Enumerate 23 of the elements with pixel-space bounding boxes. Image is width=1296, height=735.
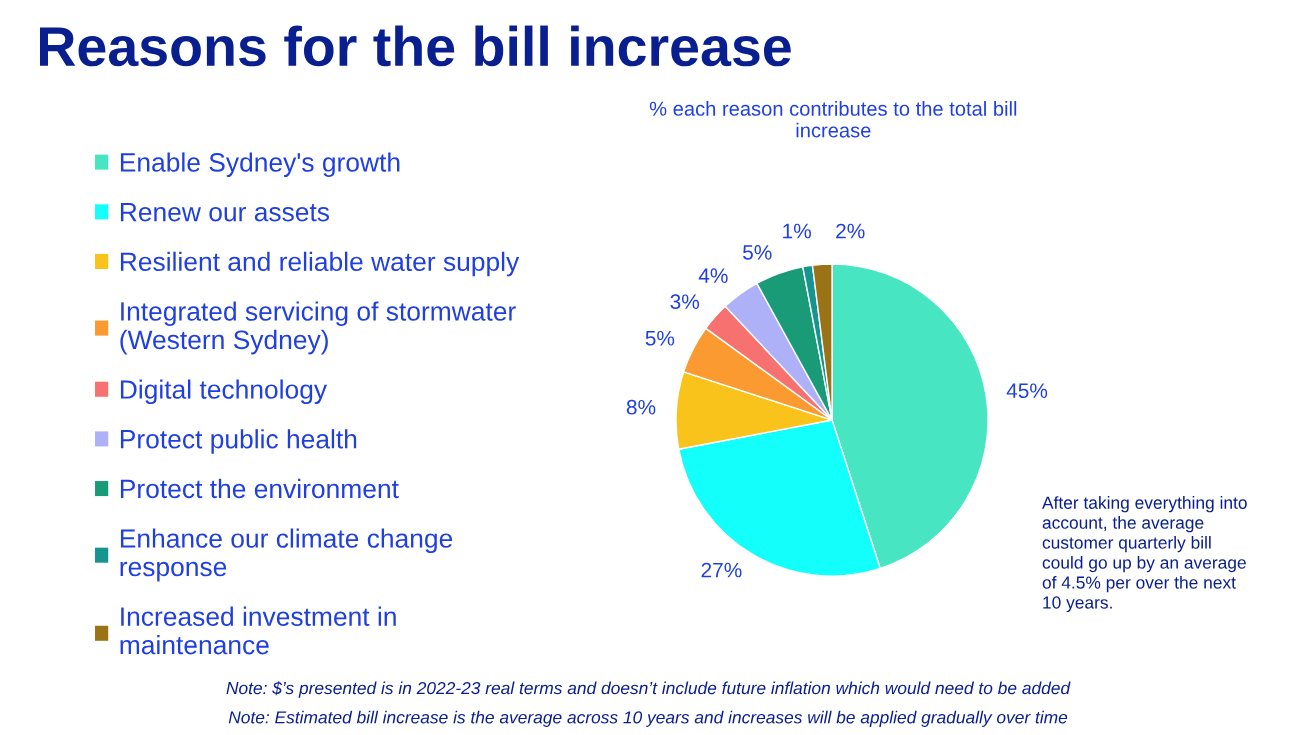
- legend-label: Digital technology: [120, 379, 328, 405]
- data-label: 45%: [1006, 383, 1048, 399]
- data-label: 27%: [701, 562, 742, 578]
- legend-label: Renew our assets: [120, 203, 330, 222]
- legend-label: Integrated servicing of stormwater (Western Sydney): [120, 301, 516, 355]
- chart-subtitle: % each reason contributes to the total bill increase: [649, 101, 1017, 138]
- legend-label: Resilient and reliable water supply: [120, 251, 520, 277]
- text: Note: Estimated bill increase is the average across 10 years and increases will be applied gradually over time: [228, 710, 1068, 727]
- legend-label: Increased investment in maintenance: [120, 606, 396, 655]
- legend-label: Protect public health: [120, 429, 357, 454]
- data-label: 4%: [698, 268, 728, 283]
- legend-label: Enable Sydney's growth: [120, 152, 400, 177]
- chart-title: Reasons for the bill increase: [40, 25, 791, 67]
- data-label: 1%: [783, 223, 812, 239]
- legend-label: Enhance our climate change response: [120, 528, 453, 582]
- data-label: 8%: [626, 399, 656, 415]
- data-label: 2%: [836, 223, 865, 239]
- text: Note: $’s presented is in 2022-23 real terms and doesn’t include future inflation which would need to be added: [226, 681, 1071, 698]
- data-label: 5%: [743, 245, 772, 260]
- data-label: 5%: [645, 330, 675, 346]
- data-label: 3%: [670, 294, 700, 310]
- text: After taking everything into account, the average customer quarterly bill could go up by an average of 4.5% per over the next 10 years.: [1042, 496, 1247, 613]
- legend-label: Protect the environment: [120, 478, 399, 499]
